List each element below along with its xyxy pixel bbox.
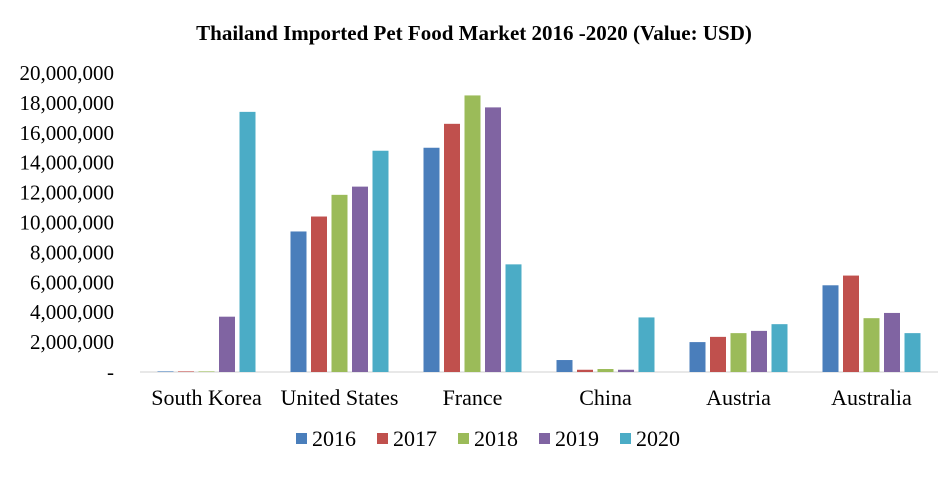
bar-australia-2020 — [904, 333, 921, 372]
x-category-label: South Korea — [151, 385, 262, 410]
x-category-label: China — [579, 385, 632, 410]
y-tick-label: 20,000,000 — [20, 61, 115, 85]
bar-austria-2017 — [710, 336, 726, 372]
bar-austria-2016 — [689, 342, 706, 372]
y-tick-label: 14,000,000 — [20, 151, 115, 175]
y-tick-label: 4,000,000 — [30, 300, 114, 324]
y-tick-label: 2,000,000 — [30, 330, 114, 354]
y-tick-label: 8,000,000 — [30, 240, 114, 264]
bar-china-2017 — [577, 369, 593, 372]
legend-swatch-2018 — [458, 433, 469, 444]
y-tick-label: 16,000,000 — [20, 121, 115, 145]
bar-australia-2016 — [822, 285, 839, 372]
legend: 2016 2017 2018 2019 2020 — [296, 426, 680, 451]
x-category-label: Austria — [706, 385, 771, 410]
bar-france-2019 — [485, 107, 501, 372]
bar-south-korea-2017 — [178, 371, 194, 372]
legend-label-2017: 2017 — [393, 426, 437, 451]
bar-united-states-2018 — [331, 194, 348, 372]
bar-south-korea-2020 — [239, 111, 256, 373]
bar-south-korea-2019 — [219, 316, 235, 372]
legend-label-2020: 2020 — [636, 426, 680, 451]
bar-united-states-2017 — [311, 216, 327, 372]
legend-label-2018: 2018 — [474, 426, 518, 451]
legend-label-2016: 2016 — [312, 426, 356, 451]
chart-title: Thailand Imported Pet Food Market 2016 -… — [196, 21, 752, 45]
bar-china-2016 — [556, 360, 573, 372]
bar-australia-2017 — [843, 275, 859, 372]
bar-france-2016 — [423, 147, 440, 372]
x-axis-labels: South Korea United States France China Austr… — [151, 385, 912, 410]
legend-swatch-2017 — [377, 433, 388, 444]
bar-australia-2019 — [884, 312, 900, 372]
y-axis-ticks: - 2,000,000 4,000,000 6,000,000 8,000,000 10,… — [20, 61, 115, 384]
legend-swatch-2019 — [539, 433, 550, 444]
bar-france-2020 — [505, 264, 522, 372]
y-tick-label: 12,000,000 — [20, 181, 115, 205]
x-category-label: France — [443, 385, 503, 410]
bar-austria-2020 — [771, 324, 788, 372]
bar-france-2018 — [464, 95, 481, 373]
bar-france-2017 — [444, 123, 460, 372]
bars-group — [157, 95, 921, 373]
bar-china-2020 — [638, 317, 655, 372]
legend-label-2019: 2019 — [555, 426, 599, 451]
bar-austria-2019 — [751, 330, 767, 372]
y-tick-label: 18,000,000 — [20, 91, 115, 115]
y-tick-label: 10,000,000 — [20, 211, 115, 235]
x-category-label: United States — [281, 385, 399, 410]
bar-united-states-2020 — [372, 150, 389, 372]
legend-swatch-2020 — [620, 433, 631, 444]
bar-austria-2018 — [730, 333, 747, 372]
bar-united-states-2019 — [352, 186, 368, 372]
bar-australia-2018 — [863, 318, 880, 372]
bar-south-korea-2016 — [157, 371, 174, 372]
y-tick-label: - — [107, 360, 114, 384]
legend-swatch-2016 — [296, 433, 307, 444]
x-category-label: Australia — [831, 385, 912, 410]
bar-south-korea-2018 — [198, 371, 215, 372]
bar-china-2019 — [618, 369, 634, 372]
bar-united-states-2016 — [290, 231, 307, 372]
y-tick-label: 6,000,000 — [30, 270, 114, 294]
bar-china-2018 — [597, 369, 614, 372]
